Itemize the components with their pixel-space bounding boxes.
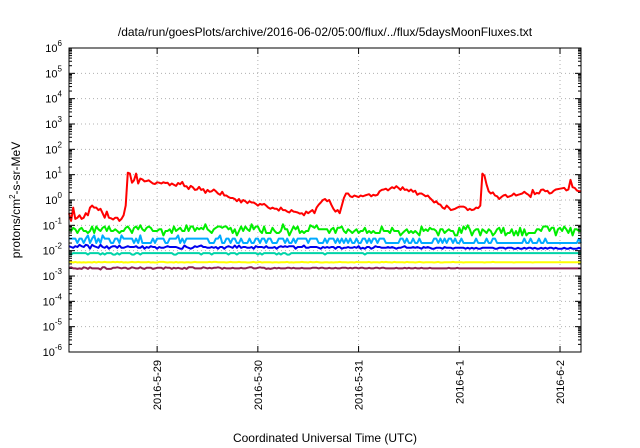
y-tick-label-exponent: 0 — [58, 191, 63, 200]
x-tick-label: 2016-5-29 — [152, 360, 164, 410]
y-tick-label-base: 10 — [45, 144, 57, 156]
x-tick-label: 2016-6-1 — [454, 360, 466, 404]
series-line-4 — [68, 243, 582, 250]
y-axis-label-prefix: protons/cm — [9, 199, 23, 258]
y-tick-label: 10-3 — [43, 267, 63, 283]
y-tick-label: 104 — [45, 90, 62, 106]
series-line-5 — [68, 252, 581, 256]
y-tick-label: 105 — [45, 64, 62, 80]
y-tick-label-exponent: -6 — [55, 343, 63, 352]
x-tick-label: 2016-5-31 — [354, 360, 366, 410]
chart-title: /data/run/goesPlots/archive/2016-06-02/0… — [118, 25, 533, 39]
y-tick-label: 10-4 — [43, 292, 63, 308]
y-tick-label-exponent: 1 — [58, 166, 63, 175]
y-tick-label-exponent: 2 — [58, 140, 63, 149]
y-tick-label-exponent: 4 — [58, 90, 63, 99]
y-tick-label: 101 — [45, 166, 62, 182]
y-tick-label-exponent: -2 — [55, 242, 63, 251]
series-line-1 — [68, 171, 581, 222]
y-tick-label-exponent: 5 — [58, 64, 63, 73]
series-line-6 — [69, 260, 581, 264]
y-tick-label-base: 10 — [43, 271, 55, 283]
y-tick-label-base: 10 — [43, 246, 55, 258]
y-tick-label-base: 10 — [43, 322, 55, 334]
series-line-2 — [68, 223, 581, 237]
y-tick-label-base: 10 — [45, 170, 57, 182]
y-tick-label-exponent: 6 — [58, 39, 63, 48]
y-tick-label-base: 10 — [45, 195, 57, 207]
y-tick-label-exponent: -1 — [55, 216, 63, 225]
y-tick-label: 106 — [45, 39, 62, 55]
y-tick-label-exponent: 3 — [58, 115, 63, 124]
y-tick-label-base: 10 — [43, 347, 55, 359]
y-tick-label: 10-1 — [43, 216, 63, 232]
y-axis-label-sup: 2 — [8, 194, 17, 199]
y-tick-label-base: 10 — [45, 94, 57, 106]
y-tick-label-base: 10 — [45, 43, 57, 55]
x-tick-label: 2016-5-30 — [253, 360, 265, 410]
y-tick-label-base: 10 — [45, 68, 57, 80]
y-tick-label: 103 — [45, 115, 62, 131]
y-tick-labels: 10-610-510-410-310-210-11001011021031041… — [43, 39, 63, 359]
x-tick-labels: 2016-5-29 2016-5-30 2016-5-31 2016-6-1 2016-… — [152, 360, 567, 410]
y-tick-label-exponent: -3 — [55, 267, 63, 276]
series-line-7 — [68, 266, 581, 271]
x-axis-label: Coordinated Universal Time (UTC) — [233, 431, 417, 445]
y-tick-label: 10-2 — [43, 242, 63, 258]
y-tick-label-exponent: -4 — [55, 292, 63, 301]
y-tick-label: 10-6 — [43, 343, 63, 359]
x-tick-label: 2016-6-2 — [555, 360, 567, 404]
y-tick-label: 100 — [45, 191, 62, 207]
series-line-3 — [69, 234, 582, 244]
y-tick-label: 10-5 — [43, 318, 63, 334]
axis-ticks — [69, 47, 581, 353]
y-tick-label-base: 10 — [45, 119, 57, 131]
series-layer — [68, 171, 582, 271]
y-axis-label: protons/cm2-s-sr-MeV — [8, 142, 23, 258]
y-tick-label: 102 — [45, 140, 62, 156]
y-axis-label-suffix: -s-sr-MeV — [9, 142, 23, 195]
y-tick-label-base: 10 — [43, 296, 55, 308]
y-tick-label-exponent: -5 — [55, 318, 63, 327]
y-tick-label-base: 10 — [43, 220, 55, 232]
